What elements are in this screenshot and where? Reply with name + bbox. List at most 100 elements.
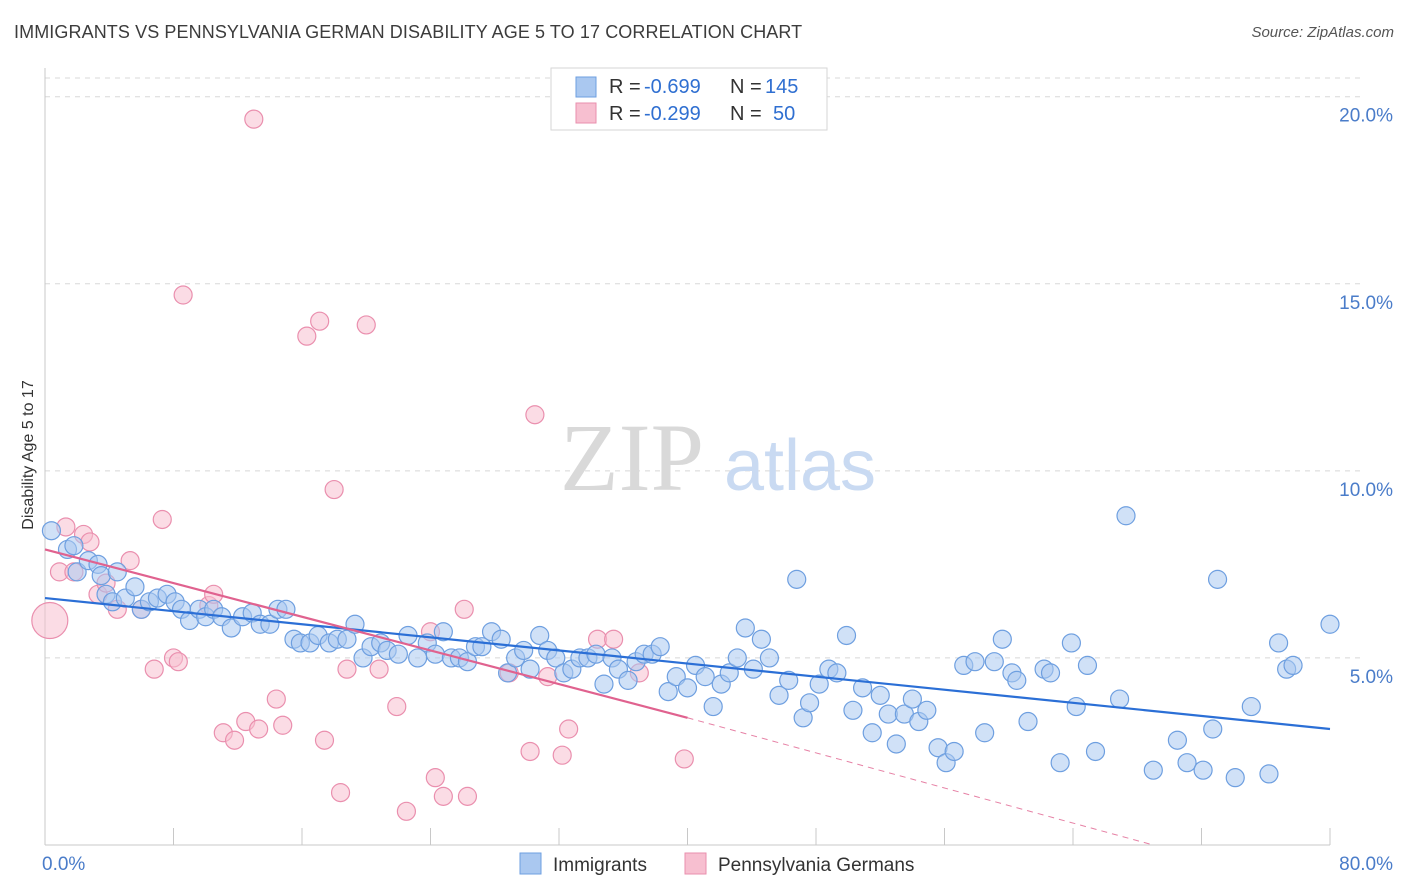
pa-germans-point (387, 696, 407, 717)
immigrants-point (1259, 764, 1279, 784)
pa-germans-point (674, 749, 694, 769)
pa-germans-point (314, 730, 335, 750)
pa-germans-trend-extension (687, 717, 1154, 846)
immigrants-point (276, 599, 296, 619)
immigrants-point (1193, 760, 1213, 780)
pa-germans-point (356, 315, 376, 335)
immigrants-point (751, 629, 771, 649)
immigrants-point (530, 625, 550, 646)
immigrants-point (1066, 696, 1086, 717)
legend-swatch-pink (575, 102, 597, 124)
immigrants-point (1061, 633, 1081, 653)
legend-n-value-1: 145 (765, 76, 798, 98)
pa-germans-point (330, 783, 351, 803)
legend-r-value-2: -0.299 (644, 103, 701, 125)
immigrants-point (520, 659, 540, 679)
pa-germans-point (604, 629, 624, 649)
immigrants-point (1109, 689, 1130, 709)
immigrants-point (779, 670, 799, 690)
y-axis-label: Disability Age 5 to 17 (20, 380, 37, 530)
pa-germans-point (552, 745, 572, 765)
immigrants-point (992, 629, 1012, 649)
immigrants-point (1268, 633, 1289, 653)
pa-germans-point (559, 719, 579, 739)
legend-n-label-2: N = (730, 103, 762, 125)
legend-n-value-2: 50 (773, 103, 795, 125)
immigrants-point (862, 723, 882, 743)
pa-germans-point (457, 786, 478, 806)
immigrants-point (433, 622, 453, 642)
immigrants-point (917, 700, 937, 720)
immigrants-point (1320, 614, 1340, 634)
immigrants-point (878, 704, 898, 724)
immigrants-point (107, 562, 127, 582)
immigrants-point (388, 644, 408, 664)
pa-germans-point (31, 601, 69, 640)
immigrants-point (1283, 655, 1303, 676)
immigrants-point (618, 670, 638, 690)
pa-germans-point (520, 741, 540, 762)
immigrants-point (546, 648, 566, 668)
x-tick-label: 0.0% (42, 854, 85, 875)
immigrants-point (91, 566, 111, 586)
immigrants-point (759, 648, 780, 668)
pa-germans-point (244, 109, 264, 129)
legend-immigrants-swatch (519, 852, 542, 875)
pa-germans-point (310, 311, 330, 331)
immigrants-point (965, 652, 985, 672)
immigrants-point (64, 536, 84, 556)
immigrants-point (975, 723, 995, 743)
chart-title: IMMIGRANTS VS PENNSYLVANIA GERMAN DISABI… (14, 22, 803, 42)
legend-box (550, 67, 828, 131)
immigrants-point (1085, 741, 1106, 762)
immigrants-point (1143, 760, 1163, 780)
pa-germans-point (120, 551, 140, 571)
immigrants-point (594, 674, 614, 694)
watermark-atlas: atlas (724, 426, 876, 506)
pa-germans-point (396, 801, 417, 821)
immigrants-point (703, 696, 723, 717)
immigrants-point (337, 629, 357, 649)
immigrants-point (125, 577, 145, 597)
immigrants-point (1225, 768, 1245, 788)
y-tick-label: 10.0% (1339, 480, 1393, 501)
immigrants-point (870, 685, 890, 705)
immigrants-point (695, 667, 715, 687)
correlation-legend: R = -0.699 N = 145 R = -0.299 N = 50 (550, 67, 828, 131)
pa-germans-point (224, 730, 245, 750)
watermark: ZIP atlas (560, 404, 876, 511)
trend-lines (44, 548, 1331, 846)
pa-germans-point (525, 405, 545, 425)
immigrants-trend-line (44, 596, 1331, 731)
watermark-zip: ZIP (560, 404, 704, 511)
immigrants-point (1207, 569, 1228, 589)
legend-swatch-blue (575, 76, 597, 98)
pa-germans-trend-line (44, 548, 688, 719)
immigrants-point (787, 569, 807, 589)
legend-r-label-2: R = (609, 103, 641, 125)
immigrants-point (769, 685, 789, 705)
immigrants-point (514, 640, 534, 661)
immigrants-point (677, 678, 698, 698)
pa-germans-point (266, 689, 286, 709)
pa-germans-point (80, 532, 100, 552)
pa-germans-point (173, 285, 193, 305)
pa-germans-point (369, 659, 389, 679)
legend-pa-germans-label: Pennsylvania Germans (718, 855, 914, 876)
pa-germans-point (337, 659, 357, 679)
legend-n-label-1: N = (730, 76, 762, 98)
immigrants-point (650, 637, 670, 657)
immigrants-point (799, 693, 820, 713)
immigrants-point (984, 652, 1004, 672)
immigrants-point (1241, 696, 1261, 717)
axes (44, 68, 1331, 846)
y-tick-label: 20.0% (1339, 106, 1393, 127)
legend-r-value-1: -0.699 (644, 76, 701, 98)
immigrants-point (902, 689, 922, 709)
series-legend: Immigrants Pennsylvania Germans (519, 852, 914, 876)
source-label: Source: ZipAtlas.com (1251, 24, 1394, 41)
pa-germans-point (144, 659, 164, 679)
immigrants-point (852, 678, 873, 698)
immigrants-point (843, 700, 863, 720)
